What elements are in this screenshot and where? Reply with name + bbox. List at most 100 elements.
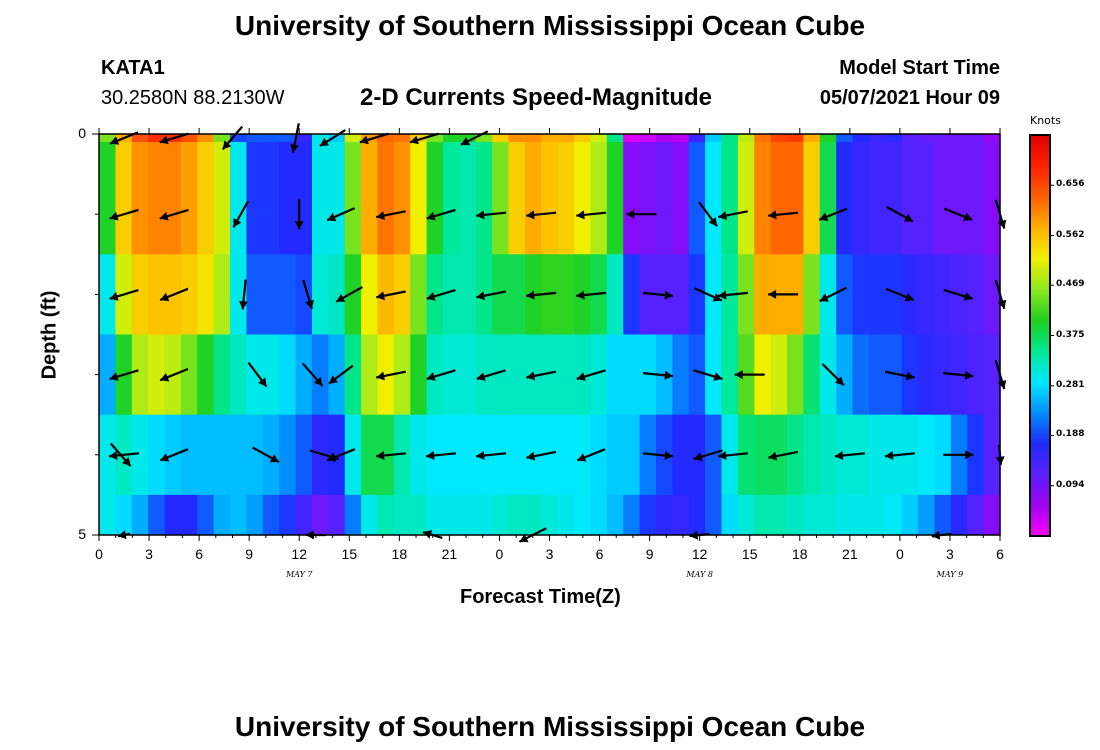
heatmap-cell xyxy=(492,254,510,335)
heatmap-cell xyxy=(492,414,510,496)
colorbar-label: 0.094 xyxy=(1056,479,1085,490)
heatmap-cell xyxy=(213,254,231,335)
current-arrow xyxy=(290,123,300,153)
heatmap-cell xyxy=(508,334,526,416)
heatmap-cell xyxy=(606,414,624,496)
heatmap-cell xyxy=(934,142,952,255)
heatmap-cell xyxy=(672,334,690,416)
heatmap-cell xyxy=(213,414,231,496)
heatmap-cell xyxy=(574,134,592,143)
heatmap-cell xyxy=(246,414,264,496)
current-arrow xyxy=(526,210,557,220)
heatmap-cell xyxy=(852,334,870,416)
heatmap-cell xyxy=(443,494,460,536)
current-arrow xyxy=(768,210,799,220)
heatmap-cell xyxy=(819,414,837,496)
heatmap-cell xyxy=(705,254,723,335)
heatmap-cell xyxy=(967,334,985,416)
colorbar-gradient xyxy=(1029,134,1051,537)
heatmap-cell xyxy=(819,142,837,255)
heatmap-cell xyxy=(836,134,854,143)
heatmap-cell xyxy=(230,414,248,496)
heatmap-cell xyxy=(803,142,821,255)
current-arrow xyxy=(426,208,456,221)
current-arrow xyxy=(943,289,974,301)
heatmap-cell xyxy=(377,134,395,143)
x-tick-label: 0 xyxy=(895,546,904,562)
current-arrow xyxy=(526,370,557,381)
current-arrow xyxy=(693,287,723,302)
heatmap-cell xyxy=(557,254,575,335)
heatmap-cell xyxy=(541,134,559,143)
heatmap-cell xyxy=(852,254,870,335)
footer-title: University of Southern Mississippi Ocean… xyxy=(234,711,866,742)
heatmap-cell xyxy=(885,134,903,143)
heatmap-cell xyxy=(524,134,542,143)
heatmap-cell xyxy=(803,414,821,496)
current-arrow xyxy=(642,451,674,460)
current-arrow xyxy=(819,286,848,303)
heatmap-cell xyxy=(230,494,248,536)
heatmap-cell xyxy=(639,494,657,536)
heatmap-cell xyxy=(180,254,198,335)
heatmap-cell xyxy=(934,134,952,143)
heatmap-cell xyxy=(410,414,428,496)
heatmap-cell xyxy=(606,254,624,335)
station-id: KATA1 xyxy=(101,57,165,79)
current-arrow xyxy=(526,290,557,300)
heatmap-cell xyxy=(197,414,215,496)
heatmap-cell xyxy=(737,142,755,255)
current-arrow xyxy=(818,207,848,221)
current-arrow xyxy=(886,205,914,223)
current-arrow xyxy=(476,290,507,301)
heatmap-cell xyxy=(328,334,346,416)
heatmap-cell xyxy=(852,134,870,143)
heatmap-cell xyxy=(541,494,559,536)
heatmap-cell xyxy=(524,142,542,255)
current-arrow xyxy=(884,370,915,381)
heatmap-cell xyxy=(639,334,657,416)
heatmap-cell xyxy=(770,134,788,143)
x-tick-label: 6 xyxy=(195,546,204,562)
colorbar-label: 0.375 xyxy=(1056,329,1085,340)
heatmap-cell xyxy=(967,142,985,255)
heatmap-cell xyxy=(180,134,198,143)
heatmap-cell xyxy=(770,142,788,255)
heatmap-cell xyxy=(770,334,788,416)
heatmap-cell xyxy=(705,142,723,255)
x-tick-label: 3 xyxy=(145,546,153,562)
current-arrow xyxy=(476,451,507,460)
heatmap-cell xyxy=(230,134,248,143)
heatmap-cell xyxy=(983,334,1001,416)
heatmap-cell xyxy=(819,494,837,536)
heatmap-cell xyxy=(279,134,297,143)
heatmap-cell xyxy=(213,142,231,255)
chart-title: University of Southern Mississippi Ocean… xyxy=(234,10,866,41)
current-arrow xyxy=(376,290,406,301)
y-tick-label: 5 xyxy=(78,526,86,542)
heatmap-cell xyxy=(918,142,936,255)
heatmap-cell xyxy=(459,254,477,335)
heatmap-cell xyxy=(262,134,280,143)
heatmap-cell xyxy=(328,134,346,143)
current-arrow xyxy=(476,210,507,220)
x-tick-label: 15 xyxy=(341,546,358,562)
x-tick-label: 15 xyxy=(741,546,758,562)
current-arrow xyxy=(576,369,606,381)
heatmap-cell xyxy=(836,494,854,536)
heatmap-cell xyxy=(541,414,559,496)
colorbar-label: 0.562 xyxy=(1056,229,1085,240)
current-arrow xyxy=(718,210,748,220)
heatmap-cell xyxy=(262,414,280,496)
current-arrow xyxy=(884,451,915,460)
heatmap-cell xyxy=(672,494,690,536)
heatmap-cell xyxy=(885,494,903,536)
heatmap-cell xyxy=(443,142,460,255)
heatmap-cell xyxy=(918,134,936,143)
heatmap-cell xyxy=(672,414,690,496)
heatmap-cell xyxy=(721,142,739,255)
heatmap-cell xyxy=(819,254,837,335)
heatmap-cell xyxy=(754,142,772,255)
date-label: MAY 8 xyxy=(686,570,713,579)
current-arrow xyxy=(698,201,718,227)
